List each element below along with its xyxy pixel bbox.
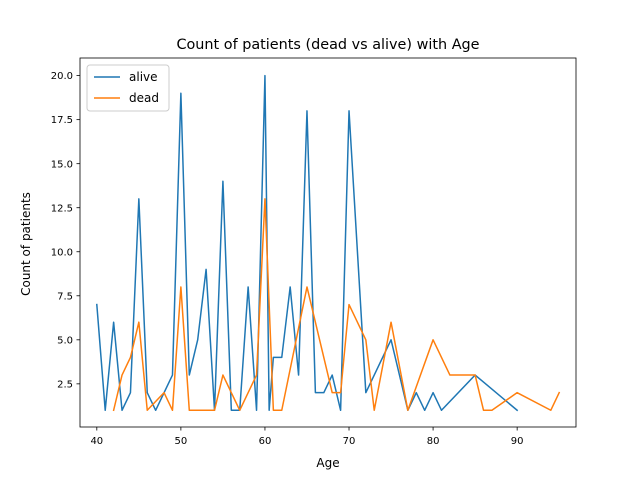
x-tick-label: 90: [511, 436, 524, 447]
y-tick-label: 5.0: [57, 335, 73, 346]
x-tick-label: 70: [343, 436, 356, 447]
x-tick-label: 80: [427, 436, 440, 447]
legend-label-alive: alive: [129, 70, 158, 84]
y-tick-label: 12.5: [51, 203, 73, 214]
x-tick-label: 40: [90, 436, 103, 447]
legend-label-dead: dead: [129, 91, 159, 105]
y-tick-label: 15.0: [51, 159, 73, 170]
axes-frame: [79, 57, 577, 428]
y-tick-label: 2.5: [57, 379, 73, 390]
series-line-dead: [112, 198, 561, 412]
y-tick-label: 17.5: [51, 115, 73, 126]
x-axis-label: Age: [316, 456, 339, 470]
y-axis-label: Count of patients: [19, 192, 33, 296]
plot-area: 40 50 60 70 80 90 2.5 5.0 7.5 10.0 12.5 15.0 17.5 20.…: [51, 57, 577, 447]
y-tick-label: 10.0: [51, 247, 73, 258]
y-tick-label: 7.5: [57, 291, 73, 302]
x-tick-label: 60: [259, 436, 272, 447]
y-tick-label: 20.0: [51, 71, 73, 82]
x-tick-label: 50: [175, 436, 188, 447]
chart-title: Count of patients (dead vs alive) with A…: [176, 37, 479, 53]
